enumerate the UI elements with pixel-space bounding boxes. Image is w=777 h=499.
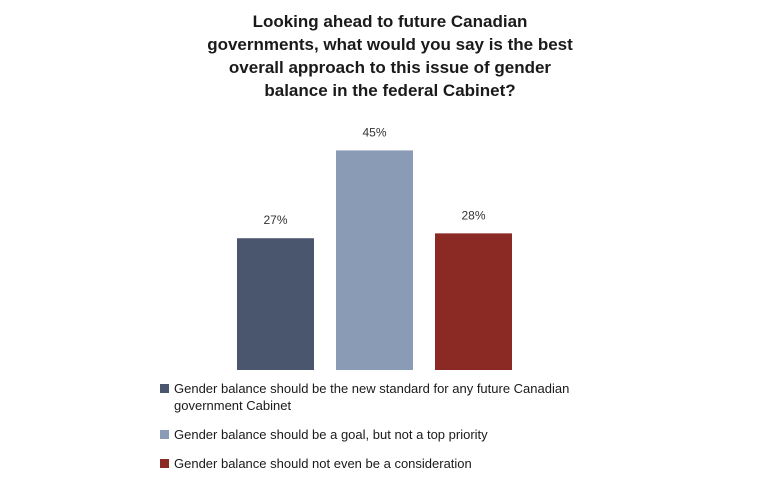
legend-swatch bbox=[160, 384, 169, 393]
legend-label: Gender balance should be a goal, but not… bbox=[174, 427, 488, 442]
legend: Gender balance should be the new standar… bbox=[160, 380, 620, 484]
chart-title: Looking ahead to future Canadian governm… bbox=[207, 12, 573, 100]
legend-swatch bbox=[160, 430, 169, 439]
bar-3 bbox=[435, 233, 512, 370]
data-label-1: 27% bbox=[263, 213, 287, 227]
bar-1 bbox=[237, 238, 314, 370]
legend-label: Gender balance should not even be a cons… bbox=[174, 456, 472, 471]
legend-item-3: Gender balance should not even be a cons… bbox=[160, 455, 620, 472]
legend-item-1: Gender balance should be the new standar… bbox=[160, 380, 620, 414]
legend-item-2: Gender balance should be a goal, but not… bbox=[160, 426, 620, 443]
bar-2 bbox=[336, 150, 413, 370]
legend-swatch bbox=[160, 459, 169, 468]
data-label-2: 45% bbox=[362, 125, 386, 139]
data-label-3: 28% bbox=[461, 208, 485, 222]
legend-label: Gender balance should be the new standar… bbox=[174, 381, 570, 413]
